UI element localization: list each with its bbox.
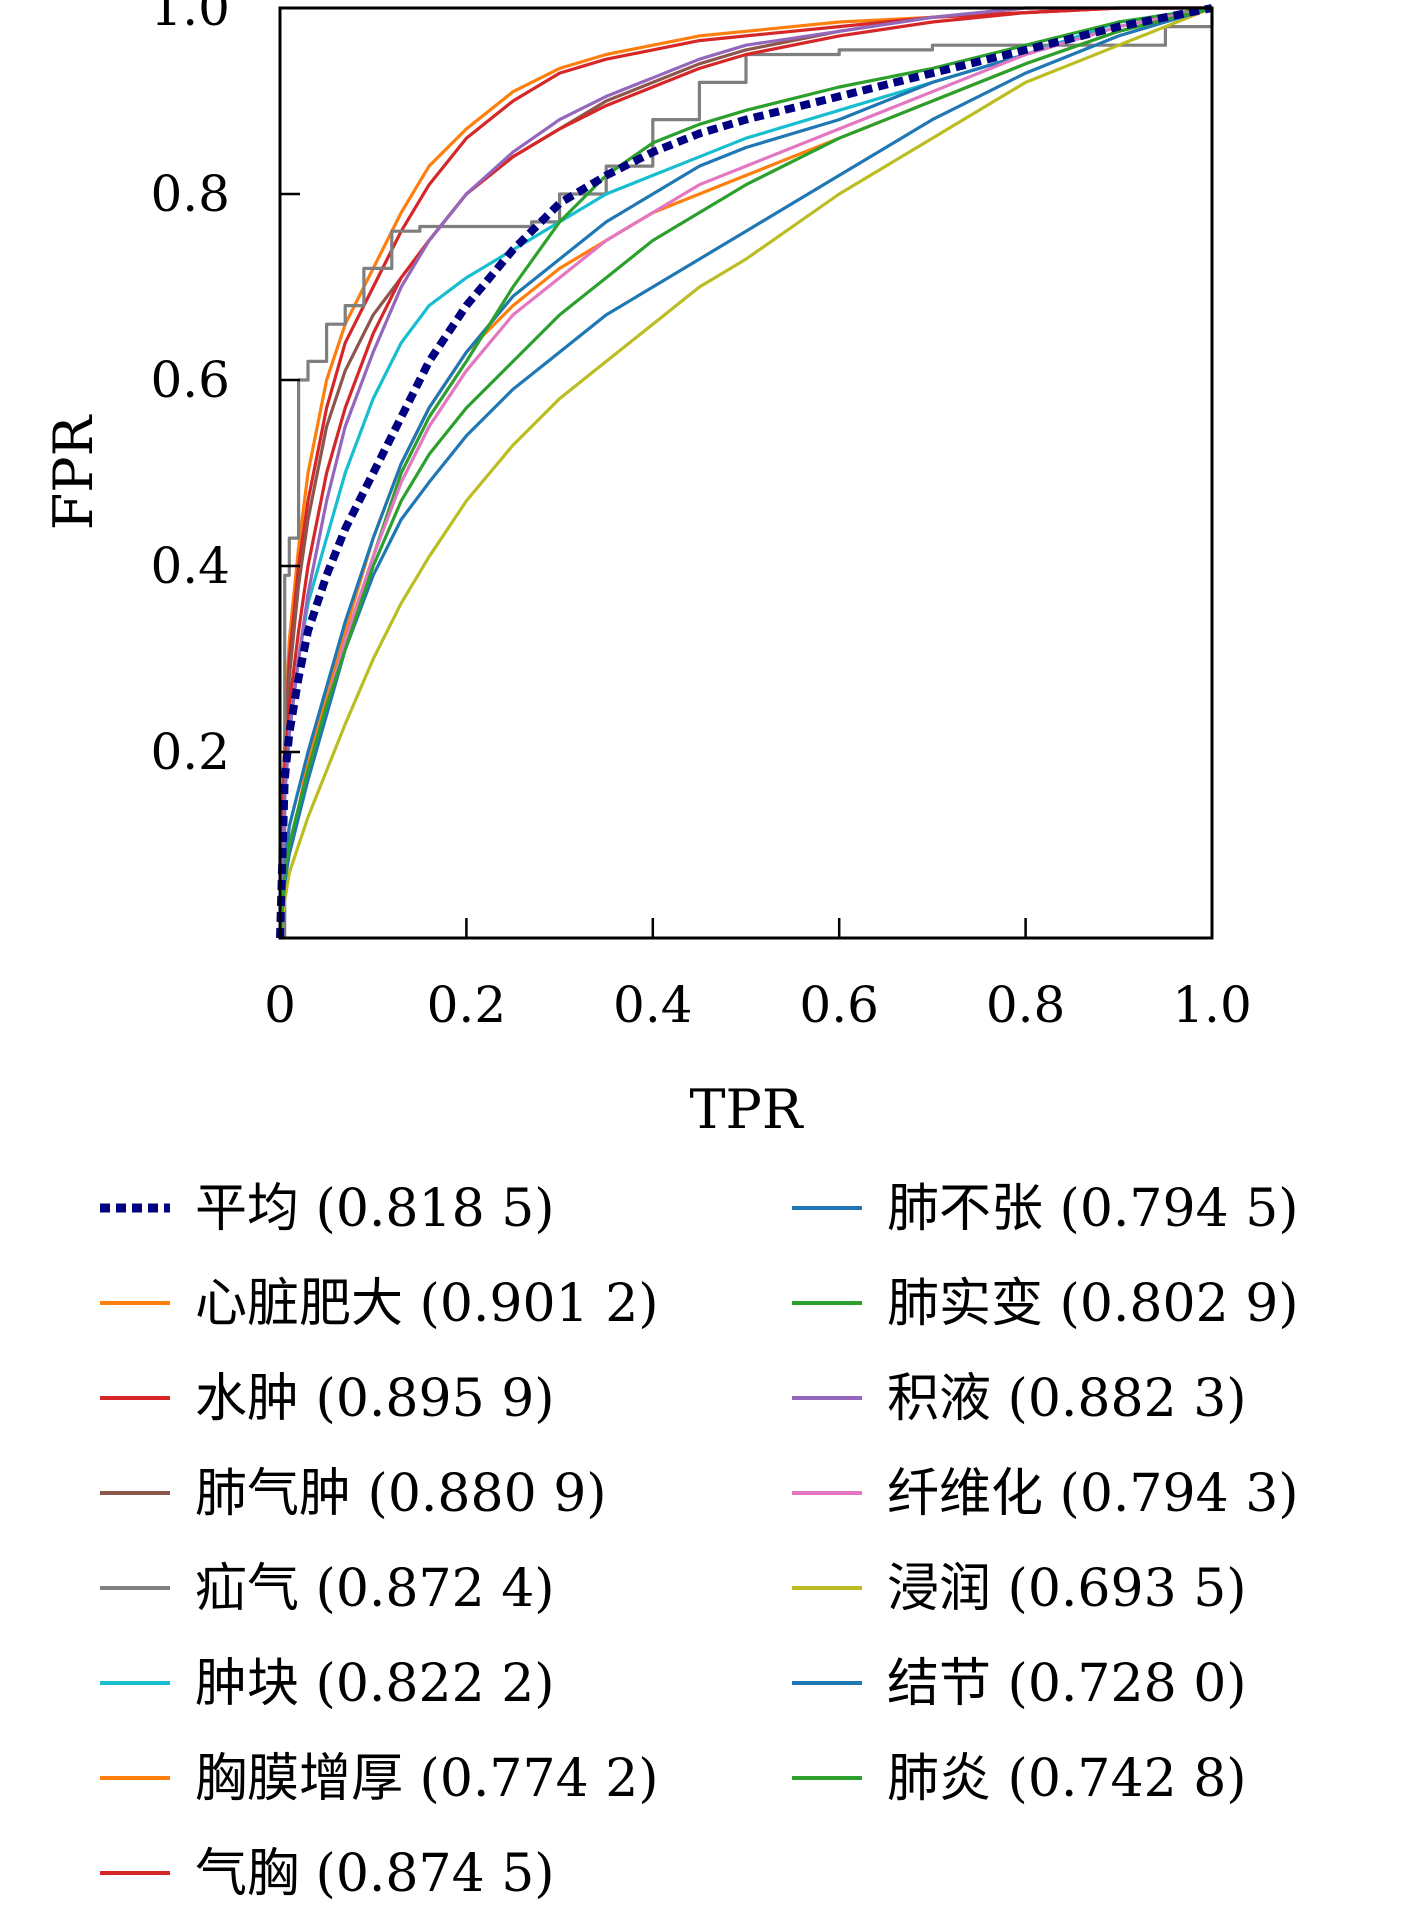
x-tick-label: 0.4: [613, 976, 693, 1034]
legend-label: 疝气 (0.872 4): [195, 1559, 555, 1619]
legend-label: 水肿 (0.895 9): [195, 1369, 555, 1429]
plot-frame: [278, 6, 1214, 940]
x-axis-label: TPR: [689, 1078, 803, 1141]
series-line: [278, 6, 1213, 939]
x-tick-label: 0: [264, 976, 296, 1034]
series-line: [278, 6, 1213, 939]
legend-label: 肿块 (0.822 2): [195, 1654, 555, 1714]
series-line: [280, 8, 1214, 940]
x-tick-label: 0.2: [427, 976, 507, 1034]
series-line: [278, 6, 1212, 939]
series-line: [278, 6, 1212, 939]
legend-label: 肺实变 (0.802 9): [887, 1274, 1299, 1334]
legend-label: 肺不张 (0.794 5): [887, 1179, 1299, 1239]
x-tick-label: 0.8: [986, 976, 1066, 1034]
series-line: [278, 6, 1212, 939]
legend-label: 心脏肥大 (0.901 2): [195, 1274, 659, 1334]
roc-curves: [276, 4, 1214, 940]
series-line: [278, 6, 1213, 939]
x-tick-label: 0.6: [799, 976, 879, 1034]
legend-label: 浸润 (0.693 5): [887, 1559, 1247, 1619]
legend-label: 积液 (0.882 3): [887, 1369, 1247, 1429]
y-tick-label: 1.0: [150, 0, 230, 37]
x-tick-label: 1.0: [1172, 976, 1252, 1034]
y-tick-label: 0.4: [150, 537, 230, 595]
y-tick-label: 0.8: [150, 165, 230, 223]
legend: 平均 (0.818 5) 心脏肥大 (0.901 2) 水肿 (0.895 9) 肺气…: [100, 1179, 1299, 1904]
series-line: [278, 6, 1212, 939]
legend-label: 结节 (0.728 0): [887, 1654, 1247, 1714]
legend-label: 肺炎 (0.742 8): [887, 1749, 1247, 1809]
y-axis-label: FPR: [42, 414, 105, 530]
legend-label: 肺气肿 (0.880 9): [195, 1464, 607, 1524]
axis-ticks: 0 0.2 0.4 0.6 0.8 1.0 0.2 0.4 0.6 0.8 1.0: [150, 0, 1251, 1034]
y-tick-label: 0.2: [150, 723, 230, 781]
legend-label: 平均 (0.818 5): [195, 1179, 555, 1239]
series-line: [276, 4, 1213, 939]
legend-label: 胸膜增厚 (0.774 2): [195, 1749, 659, 1809]
legend-label: 纤维化 (0.794 3): [887, 1464, 1299, 1524]
y-tick-label: 0.6: [150, 351, 230, 409]
legend-label: 气胸 (0.874 5): [195, 1844, 555, 1904]
